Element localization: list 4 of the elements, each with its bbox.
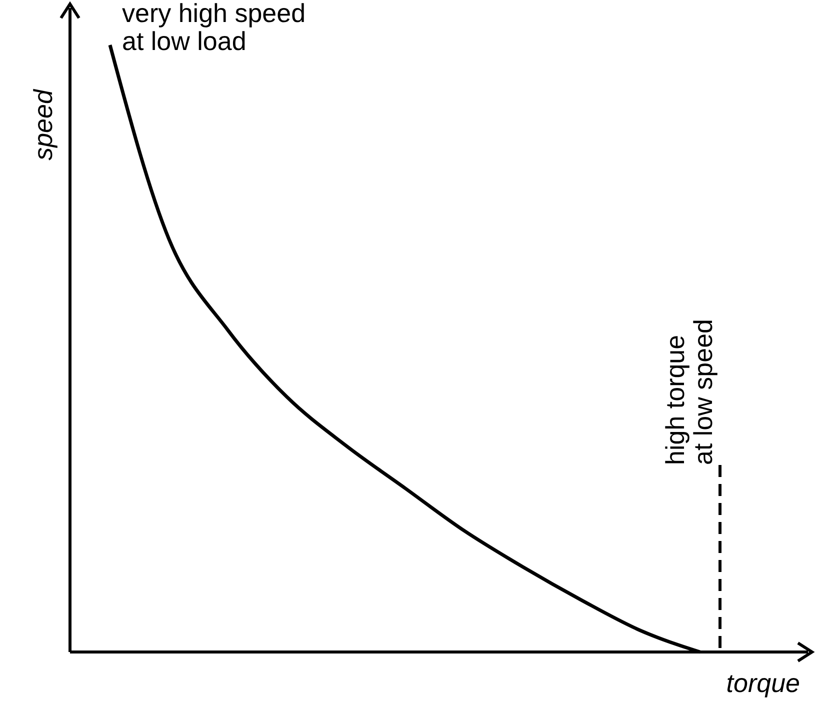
x-axis-title: torque	[726, 668, 800, 698]
annotation: high torque at low speed	[660, 319, 718, 465]
annotation: very high speed at low load	[122, 0, 306, 56]
y-axis-title: speed	[28, 88, 58, 160]
